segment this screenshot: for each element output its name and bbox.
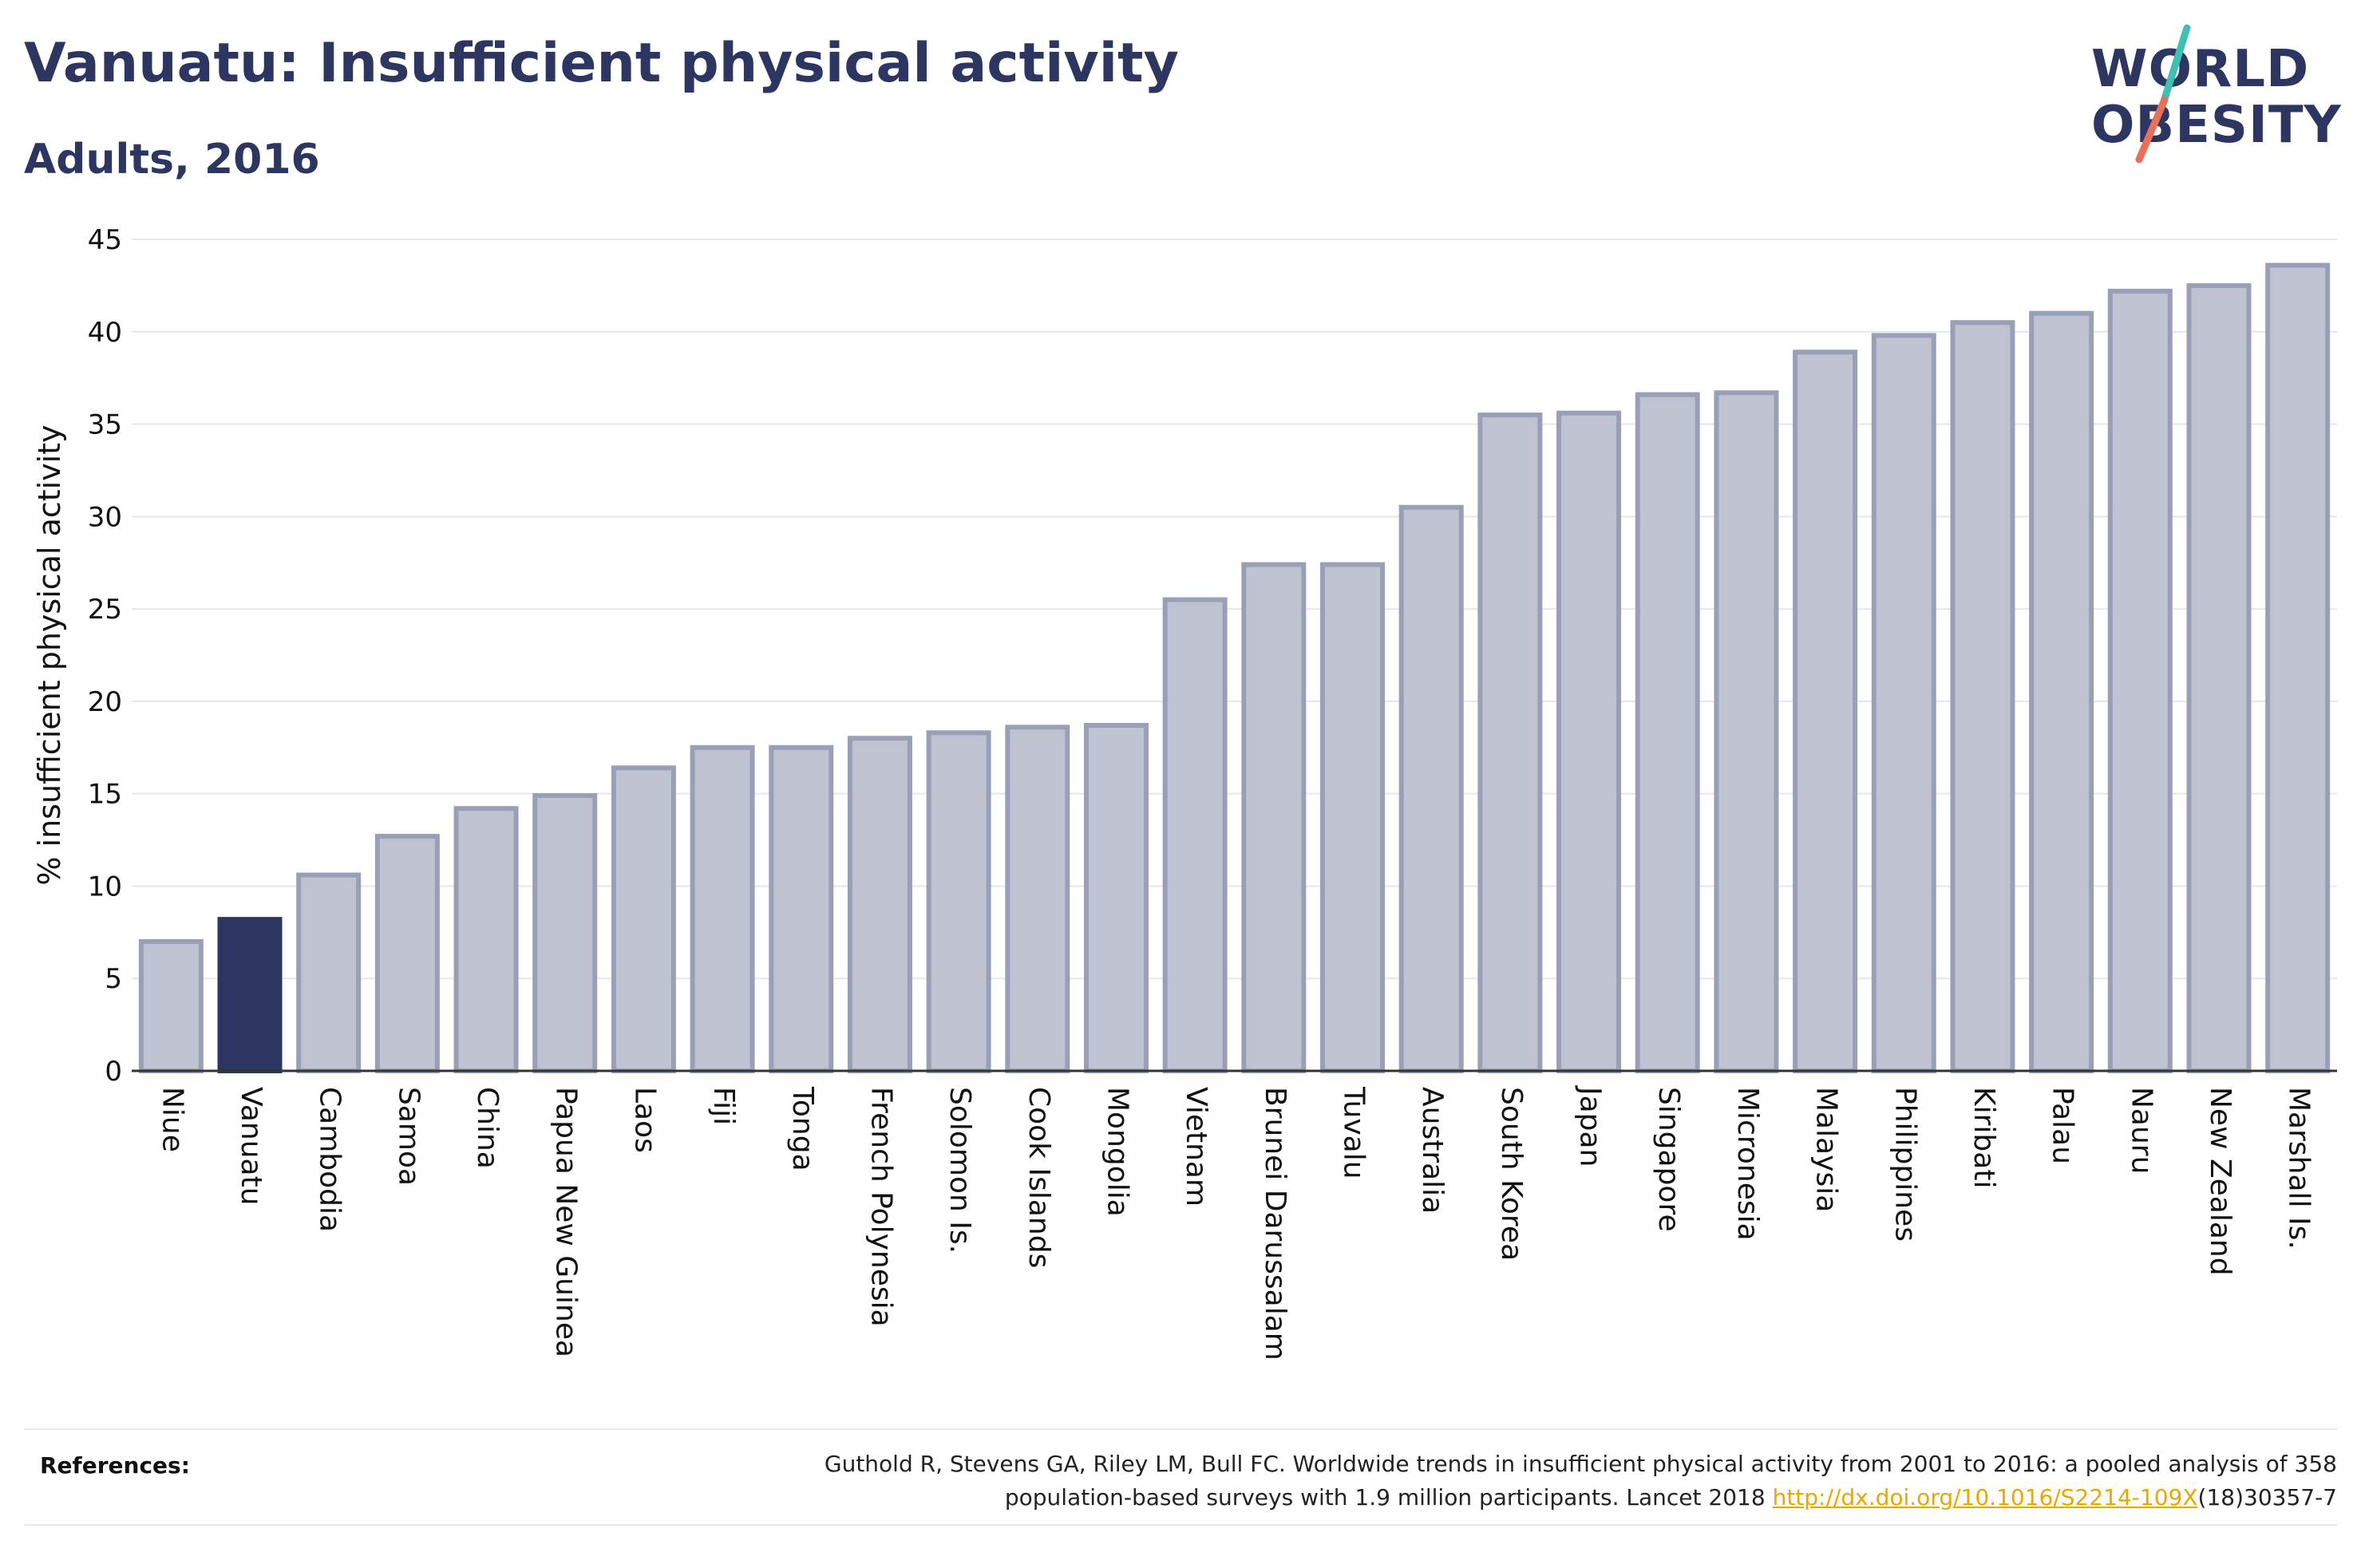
x-tick-label: Papua New Guinea [550,1087,583,1357]
x-tick-label: Solomon Is. [943,1087,976,1254]
bar-cambodia [296,872,362,1074]
reference-line-1: Guthold R, Stevens GA, Riley LM, Bull FC… [824,1451,2337,1477]
references-heading: References: [40,1452,190,1479]
y-tick-label: 35 [88,409,122,441]
x-tick-label: China [471,1087,504,1169]
bar-french-polynesia [847,736,912,1073]
references-top-divider [24,1428,2337,1430]
bars [138,263,2331,1074]
x-tick-label: Vanuatu [235,1087,267,1206]
bar-fiji [690,745,755,1073]
bar-solomon-is [926,730,991,1074]
bar-philippines [1871,333,1936,1073]
bar-palau [2029,310,2094,1074]
x-tick-label: Micronesia [1731,1087,1764,1241]
chart-subtitle: Adults, 2016 [24,136,320,184]
x-tick-label: Japan [1574,1085,1607,1167]
references-bottom-divider [24,1524,2337,1526]
x-tick-label: Tuvalu [1338,1086,1370,1179]
bar-china [453,806,519,1073]
bar-vanuatu [217,917,283,1073]
x-tick-label: Australia [1416,1087,1449,1214]
x-tick-label: Laos [628,1087,661,1153]
x-tick-label: Malaysia [1810,1087,1843,1212]
world-obesity-logo: WORLD OBESITY [2075,24,2347,168]
y-tick-label: 40 [88,317,122,349]
x-tick-label: French Polynesia [864,1087,897,1327]
x-tick-label: Tonga [786,1086,819,1171]
y-tick-label: 30 [88,501,122,533]
y-tick-label: 0 [105,1056,122,1088]
bar-nauru [2107,288,2173,1073]
y-tick-label: 25 [88,594,122,626]
y-tick-label: 10 [88,871,122,902]
bar-kiribati [1950,320,2015,1073]
bar-new-zealand [2186,282,2252,1073]
x-tick-label: Cambodia [314,1087,346,1232]
y-tick-label: 5 [105,963,122,995]
bar-malaysia [1793,350,1858,1073]
reference-line-2-prefix: population-based surveys with 1.9 millio… [1004,1484,1773,1511]
bar-marshall-is [2265,263,2331,1073]
reference-line-2: population-based surveys with 1.9 millio… [501,1481,2337,1515]
x-tick-label: Brunei Darussalam [1259,1087,1291,1361]
x-tick-label: Nauru [2125,1087,2157,1174]
x-tick-label: Fiji [707,1087,740,1125]
reference-line-2-suffix: (18)30357-7 [2197,1484,2337,1511]
x-tick-label: Singapore [1652,1087,1685,1232]
bar-brunei-darussalam [1241,562,1307,1073]
logo-word-1: WORLD [2091,40,2310,99]
bar-niue [138,938,204,1074]
y-tick-label: 15 [88,779,122,811]
bar-vietnam [1162,597,1228,1073]
chart-title: Vanuatu: Insufficient physical activity [24,32,1179,95]
bar-singapore [1635,392,1700,1073]
x-tick-label: Palau [2047,1087,2079,1164]
logo-word-2: OBESITY [2091,96,2342,155]
references-section: References: Guthold R, Stevens GA, Riley… [24,1428,2337,1526]
x-tick-label: Samoa [392,1087,425,1186]
x-tick-label: Cook Islands [1022,1087,1055,1268]
bar-south-korea [1477,412,1543,1073]
bar-mongolia [1083,722,1149,1073]
x-axis-labels: Niue Vanuatu Cambodia Samoa China Papua New G… [156,1085,2315,1361]
x-tick-label: Mongolia [1101,1087,1133,1217]
x-tick-label: Philippines [1888,1087,1921,1242]
bar-cook-islands [1005,725,1070,1073]
doi-link[interactable]: http://dx.doi.org/10.1016/S2214-109X [1772,1484,2198,1511]
bar-papua-new-guinea [532,792,598,1074]
y-tick-label: 45 [88,224,122,256]
y-tick-label: 20 [88,686,122,718]
bar-laos [611,765,676,1073]
logo-slash-icon [2135,24,2191,164]
y-axis-label: % insufficient physical activity [32,425,67,885]
bar-australia [1398,504,1464,1073]
x-tick-label: Kiribati [1968,1087,2000,1188]
y-axis-ticks: 0 5 10 15 20 25 30 35 40 45 [88,224,122,1088]
bar-samoa [374,833,440,1073]
reference-citation: Guthold R, Stevens GA, Riley LM, Bull FC… [501,1448,2337,1515]
bar-micronesia [1714,390,1779,1073]
x-tick-label: Marshall Is. [2283,1087,2316,1250]
bar-tuvalu [1320,562,1386,1073]
x-tick-label: Vietnam [1180,1087,1212,1207]
x-tick-label: South Korea [1495,1087,1528,1261]
x-tick-label: New Zealand [2204,1087,2236,1276]
bar-tonga [769,745,834,1073]
x-tick-label: Niue [156,1087,188,1152]
bar-japan [1556,410,1622,1073]
bar-chart: 0 5 10 15 20 25 30 35 40 45 Niue Vanuatu Cambodia Sa… [32,224,2337,1361]
